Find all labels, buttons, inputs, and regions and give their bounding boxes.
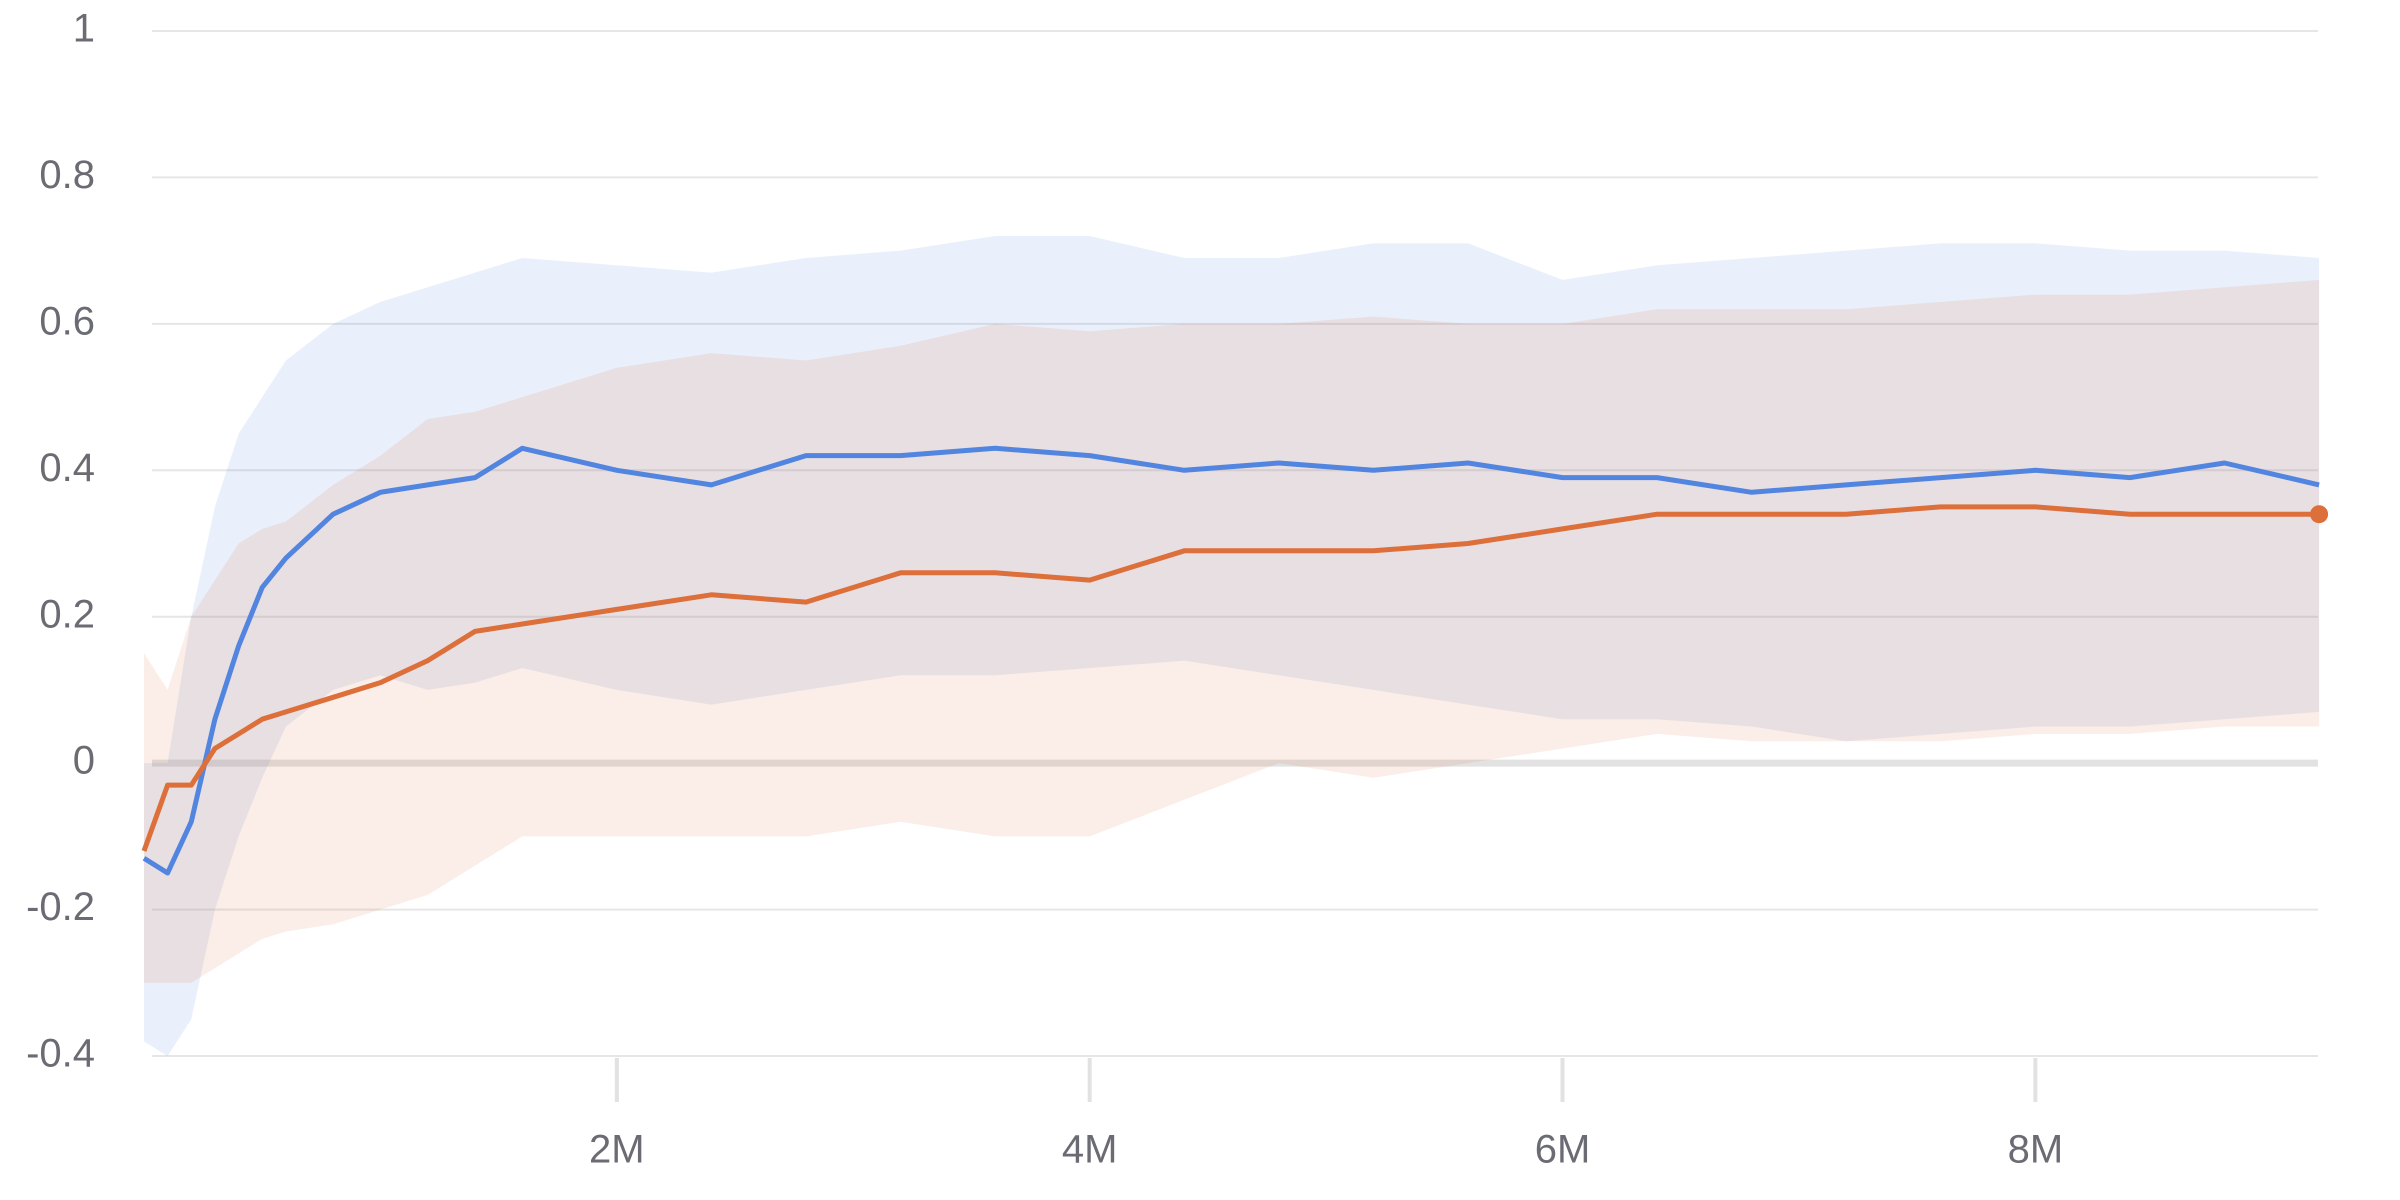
band [144,279,2320,983]
x-tick-label: 8M [2008,1128,2064,1172]
line [142,445,2320,876]
y-tick-label: 0.2 [39,592,95,636]
y-tick-label: 0.8 [39,153,95,197]
line [141,504,2320,852]
x-tick-label: 6M [1535,1128,1591,1172]
y-tick-label: -0.2 [26,885,95,929]
end-point [2310,505,2329,524]
x-tick-label: 2M [589,1128,645,1172]
y-tick-label: 0.6 [39,299,95,343]
band [144,236,2320,1056]
y-tick-label: 1 [73,7,95,51]
y-tick-label: 0.4 [39,446,95,490]
y-tick-label: -0.4 [26,1032,95,1076]
y-tick-label: 0 [73,739,95,783]
x-tick-label: 4M [1062,1128,1118,1172]
